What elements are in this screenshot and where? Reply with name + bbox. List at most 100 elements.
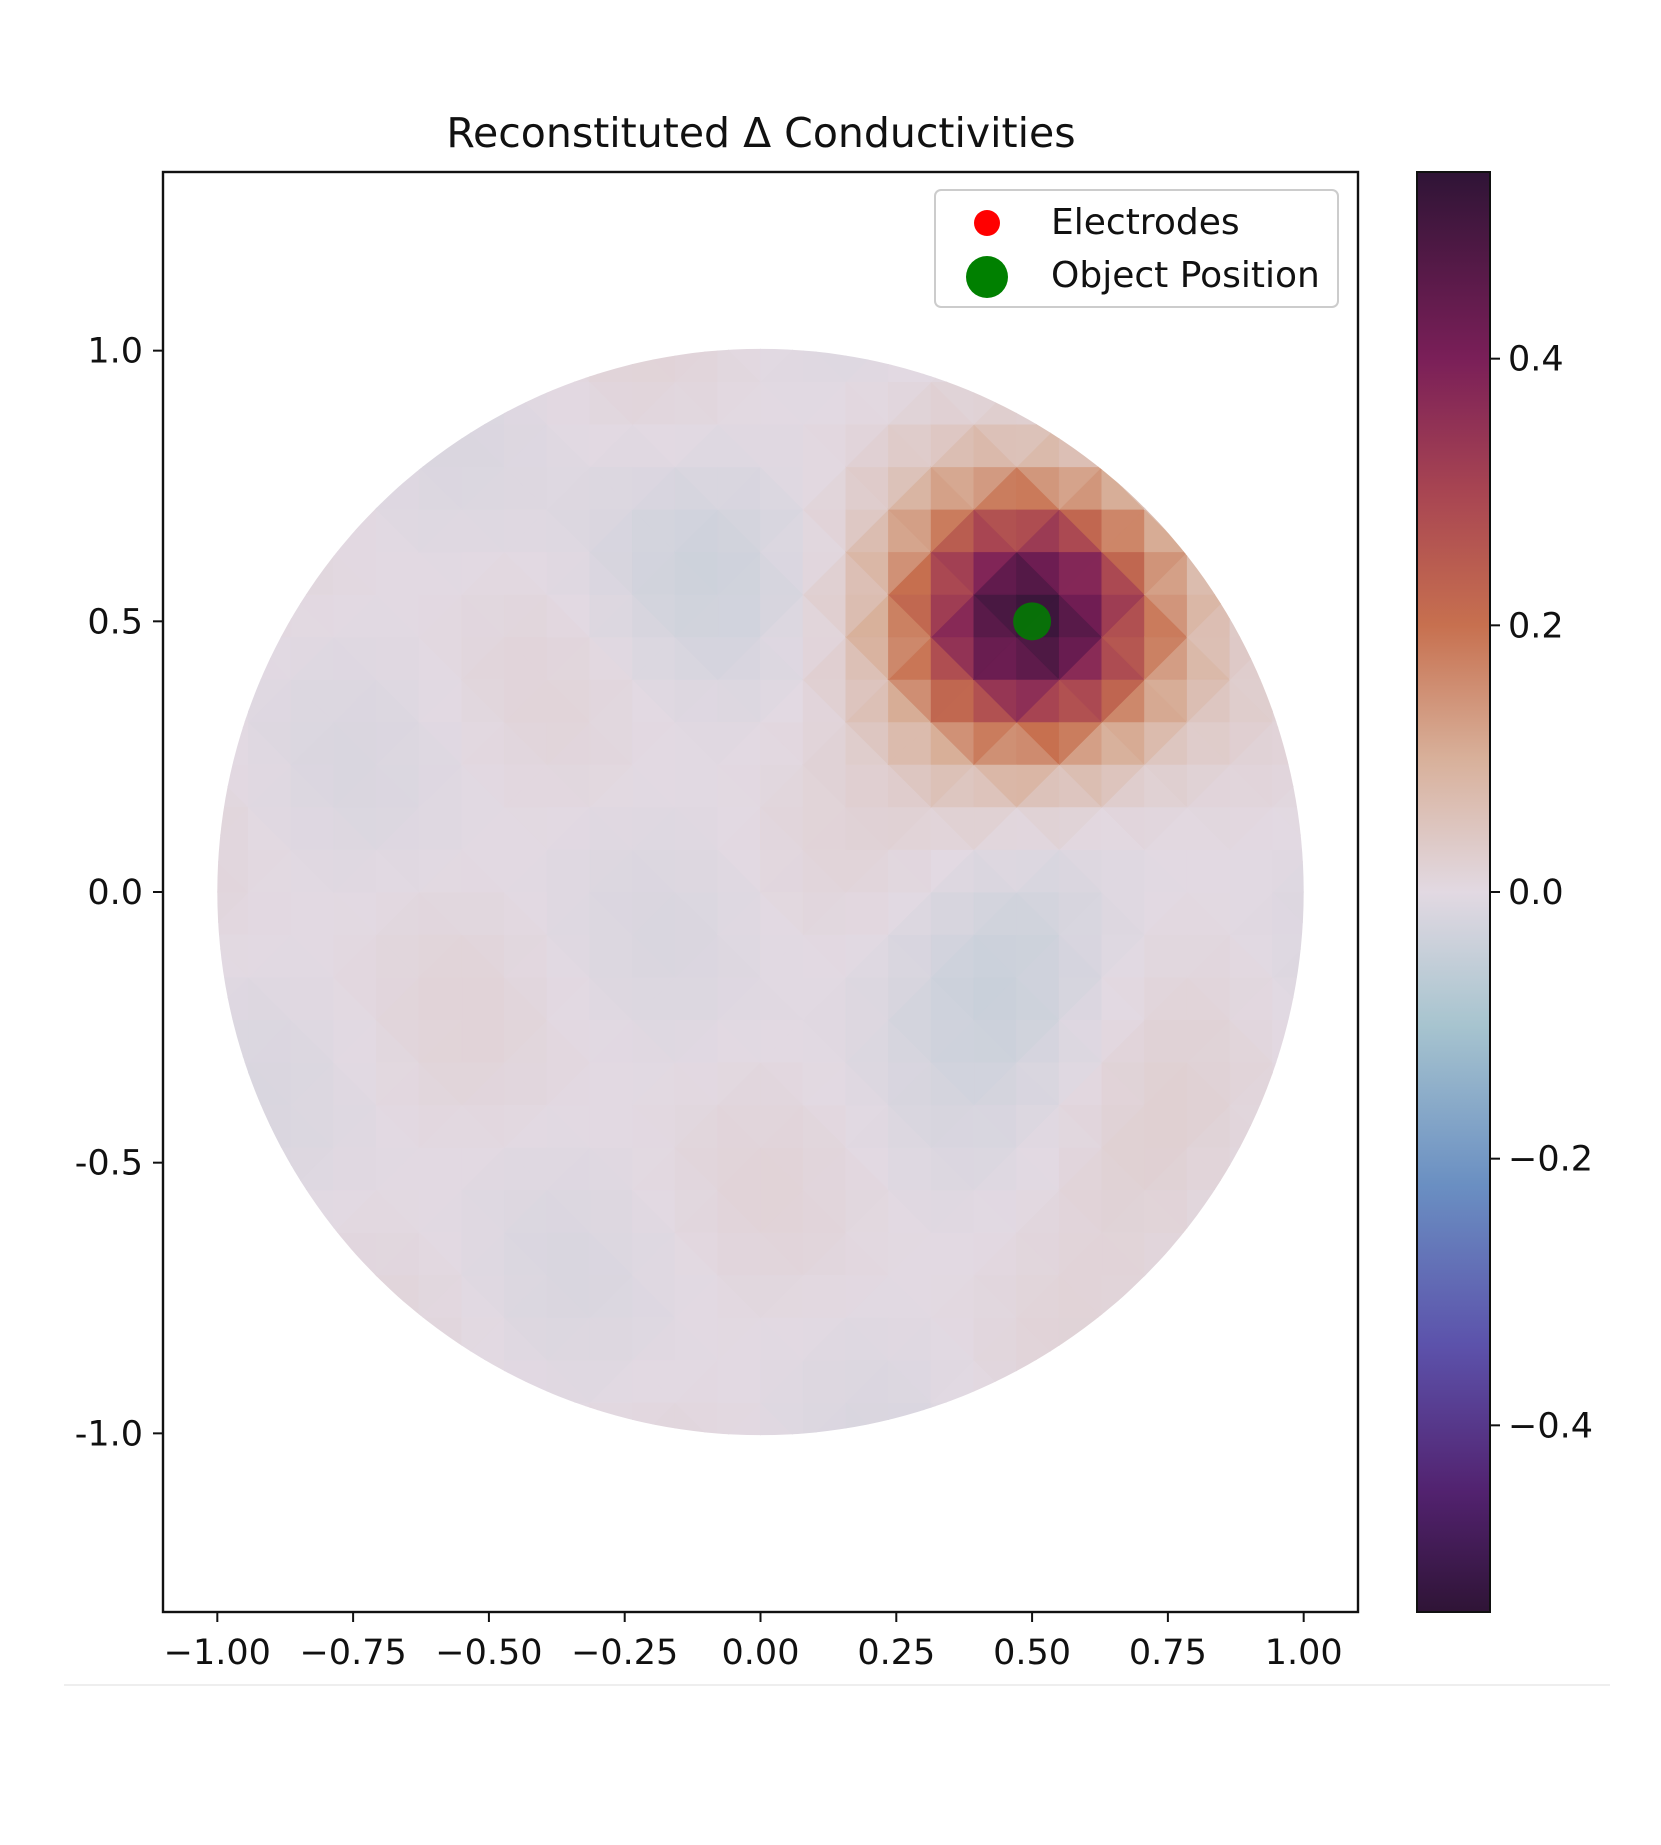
x-tick-label: −0.75 [299,1633,406,1673]
mesh-triangle [247,508,292,553]
mesh-triangle [761,1445,804,1488]
mesh-triangle [546,1401,591,1436]
mesh-triangle [332,1231,377,1276]
mesh-triangle [675,297,718,340]
mesh-triangle [761,297,804,340]
mesh-triangle [1229,551,1274,596]
y-axis: 1.0 0.5 0.0 -0.5 -1.0 [75,332,163,1454]
mesh-triangle [461,1402,506,1436]
mesh-triangle [1271,593,1304,638]
mesh-triangle [1058,423,1103,468]
mesh-triangle [1186,1231,1231,1276]
mesh-triangle [217,1104,249,1149]
mesh-triangle [1016,1401,1061,1436]
mesh-triangle [1058,381,1103,426]
mesh-triangle [163,764,206,807]
mesh-triangle [1100,1316,1145,1361]
mesh-triangle [590,297,633,340]
mesh-triangle [1144,466,1189,511]
mesh-triangle [163,807,206,850]
mesh-triangle [163,935,206,978]
mesh-triangle [290,465,335,510]
mesh-triangle [930,1402,975,1436]
mesh-triangle [803,297,846,340]
mesh-triangle [1101,423,1146,468]
mesh-triangle [760,348,805,383]
mesh-triangle [931,1445,974,1488]
mesh-triangle [1315,892,1358,935]
mesh-triangle [1315,764,1358,807]
mesh-triangle [163,764,206,807]
mesh-triangle [930,348,975,383]
mesh-triangle [546,348,591,383]
mesh-triangle [675,297,718,340]
mesh-triangle [217,678,249,723]
mesh-triangle [972,348,1017,383]
mesh-triangle [930,1401,975,1436]
mesh-triangle [418,1359,463,1404]
mesh-triangle [972,1401,1017,1436]
mesh-triangle [1186,465,1231,510]
mesh-triangle [1058,1359,1103,1404]
mesh-triangle [332,1273,377,1318]
mesh-triangle [633,1445,676,1488]
mesh-triangle [590,297,633,340]
mesh-triangle [247,1146,292,1191]
mesh-triangle [375,1316,420,1361]
mesh-triangle [1315,1020,1358,1063]
mesh-triangle [1271,1103,1304,1148]
mesh-triangle [1272,720,1304,765]
colorbar-tick-label: −0.2 [1508,1140,1593,1180]
mesh-triangle [889,297,932,340]
mesh-triangle [163,892,206,935]
x-tick-label: 1.00 [1265,1633,1343,1673]
mesh-triangle [1143,465,1188,510]
conductivity-mesh [163,297,1358,1488]
mesh-triangle [675,1445,718,1488]
mesh-triangle [217,1103,250,1148]
x-tick-label: 0.50 [993,1633,1071,1673]
mesh-triangle [761,1445,804,1488]
mesh-triangle [1315,977,1358,1020]
mesh-triangle [1229,1189,1273,1234]
mesh-triangle [217,593,250,638]
mesh-triangle [1315,807,1358,850]
mesh-triangle [1144,1273,1189,1318]
mesh-triangle [1144,1316,1189,1361]
legend-box [934,189,1339,308]
mesh-triangle [590,1445,633,1488]
x-tick-label: −0.25 [571,1633,678,1673]
mesh-triangle [217,636,250,681]
mesh-triangle [1271,1146,1304,1191]
mesh-triangle [217,1061,249,1106]
mesh-triangle [761,297,804,340]
mesh-triangle [675,1445,718,1488]
colorbar-gradient [1417,172,1490,1612]
mesh-triangle [930,348,975,383]
mesh-triangle [1186,1231,1231,1276]
mesh-triangle [247,550,292,595]
mesh-triangle [1315,935,1358,978]
mesh-triangle [1315,722,1358,765]
y-tick-label: 0.5 [87,602,143,642]
x-tick-label: −0.50 [435,1633,542,1673]
y-tick-label: -1.0 [75,1414,143,1454]
mesh-triangle [803,1445,846,1488]
mesh-triangle [217,1019,249,1064]
mesh-triangle [1229,593,1274,638]
colorbar-tick-label: 0.2 [1508,606,1564,646]
mesh-triangle [718,1445,761,1488]
mesh-triangle [1229,508,1274,553]
mesh-triangle [1101,380,1146,425]
mesh-triangle [217,1061,250,1106]
mesh-triangle [503,348,548,383]
mesh-triangle [1144,1231,1189,1276]
mesh-triangle [633,297,676,340]
x-tick-label: 0.00 [722,1633,800,1673]
mesh-triangle [846,297,889,340]
mesh-triangle [247,1231,292,1276]
mesh-triangle [217,1146,250,1191]
mesh-triangle [163,807,206,850]
x-tick-label: 0.75 [1129,1633,1207,1673]
mesh-triangle [290,550,335,595]
